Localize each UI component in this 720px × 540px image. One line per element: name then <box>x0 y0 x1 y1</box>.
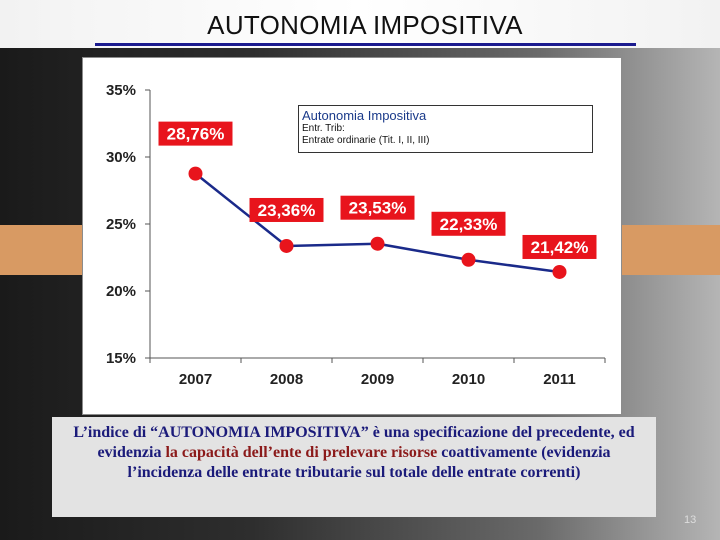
data-point <box>279 238 294 253</box>
x-tick-label: 2010 <box>452 371 485 388</box>
description-box: L’indice di “AUTONOMIA IMPOSITIVA” è una… <box>52 417 656 517</box>
data-point <box>461 252 476 267</box>
data-label-box <box>522 234 597 259</box>
data-point <box>370 236 385 251</box>
title-band <box>0 0 720 48</box>
side-band-right <box>622 225 720 275</box>
description-highlight: la capacità dell’ente di prelevare risor… <box>165 444 438 461</box>
x-tick-label: 2009 <box>361 371 394 388</box>
x-tick-label: 2011 <box>543 371 576 388</box>
chart-legend: Autonomia Impositiva Entr. Trib: Entrate… <box>298 105 593 153</box>
description-text: L’indice di “AUTONOMIA IMPOSITIVA” è una… <box>73 424 635 461</box>
y-tick-label: 20% <box>106 283 136 300</box>
legend-title: Autonomia Impositiva <box>302 108 427 123</box>
y-tick-label: 25% <box>106 216 136 233</box>
x-tick-label: 2008 <box>270 371 303 388</box>
x-tick-label: 2007 <box>179 371 212 388</box>
data-label-box <box>249 197 324 222</box>
data-label-box <box>158 121 233 146</box>
data-label-box <box>340 195 415 220</box>
y-tick-label: 35% <box>106 82 136 99</box>
data-label: 22,33% <box>440 215 498 234</box>
data-label: 28,76% <box>167 125 225 144</box>
y-tick-label: 15% <box>106 350 136 367</box>
page-number: 13 <box>684 514 697 526</box>
description-text-end: coattivamente (evidenzia l’incidenza del… <box>127 444 611 481</box>
title-underline <box>95 43 636 46</box>
data-label-box <box>431 211 506 236</box>
legend-line-2: Entrate ordinarie (Tit. I, II, III) <box>302 135 430 146</box>
legend-line-1: Entr. Trib: <box>302 123 345 134</box>
y-tick-label: 30% <box>106 149 136 166</box>
side-band-left <box>0 225 82 275</box>
slide-title: AUTONOMIA IMPOSITIVA <box>207 10 523 40</box>
data-label: 23,36% <box>258 201 316 220</box>
data-label: 21,42% <box>531 238 589 257</box>
data-point <box>188 166 203 181</box>
data-label: 23,53% <box>349 199 407 218</box>
data-point <box>552 264 567 279</box>
